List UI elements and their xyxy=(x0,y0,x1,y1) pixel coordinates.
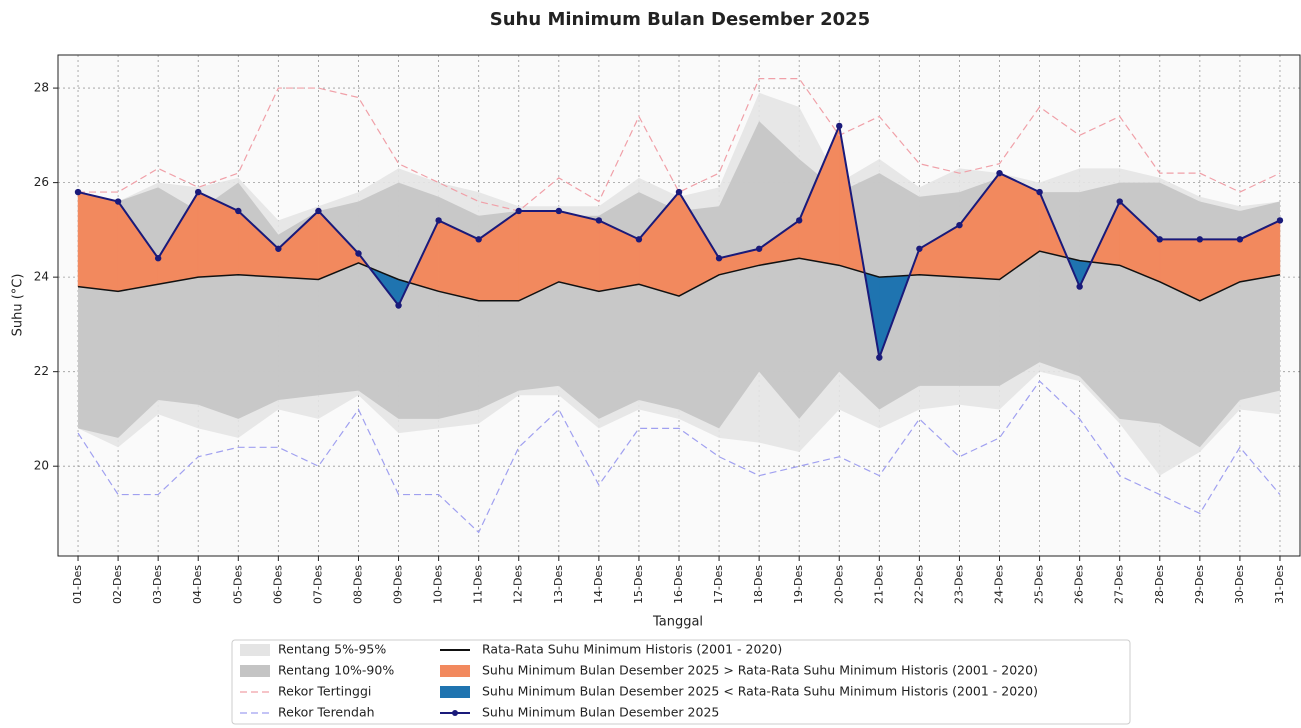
legend-swatch xyxy=(240,644,270,656)
y-tick-label: 24 xyxy=(34,270,49,284)
x-tick-label: 10-Des xyxy=(432,565,445,604)
legend-label: Rata-Rata Suhu Minimum Historis (2001 - … xyxy=(482,642,782,657)
x-tick-label: 11-Des xyxy=(472,565,485,604)
data-point xyxy=(355,250,362,257)
data-point xyxy=(1276,217,1284,224)
data-point xyxy=(635,236,643,243)
legend-box xyxy=(231,639,1131,725)
data-point xyxy=(1076,283,1083,290)
y-tick-label: 28 xyxy=(34,81,49,95)
data-point xyxy=(956,221,963,229)
y-axis-label: Suhu (°C) xyxy=(11,274,26,337)
legend-label: Suhu Minimum Bulan Desember 2025 > Rata-… xyxy=(482,663,1038,678)
x-tick-label: 17-Des xyxy=(712,565,725,604)
x-tick-label: 31-Des xyxy=(1273,565,1286,604)
data-point xyxy=(1116,198,1123,205)
data-point xyxy=(114,198,122,205)
x-tick-label: 21-Des xyxy=(872,565,885,604)
data-point xyxy=(1156,236,1163,243)
y-tick-label: 26 xyxy=(34,175,49,189)
legend-swatch xyxy=(440,686,470,698)
x-tick-label: 06-Des xyxy=(271,565,284,604)
x-tick-label: 25-Des xyxy=(1033,565,1046,604)
data-point xyxy=(395,302,402,309)
data-point xyxy=(195,188,202,196)
data-point xyxy=(595,217,603,224)
x-tick-label: 15-Des xyxy=(632,565,645,604)
legend-label: Suhu Minimum Bulan Desember 2025 < Rata-… xyxy=(482,684,1038,699)
data-point xyxy=(315,207,322,215)
data-point xyxy=(996,169,1003,177)
x-tick-label: 14-Des xyxy=(592,565,605,604)
data-point xyxy=(715,255,723,262)
x-tick-label: 03-Des xyxy=(151,565,164,604)
legend-label: Rekor Terendah xyxy=(278,705,375,720)
x-tick-label: 23-Des xyxy=(952,565,965,604)
legend-marker xyxy=(452,710,458,716)
x-tick-label: 20-Des xyxy=(832,565,845,604)
data-point xyxy=(275,245,282,252)
data-point xyxy=(675,188,683,196)
data-point xyxy=(795,217,803,224)
x-tick-label: 09-Des xyxy=(392,565,405,604)
data-point xyxy=(1036,188,1043,196)
x-tick-label: 26-Des xyxy=(1073,565,1086,604)
x-tick-label: 30-Des xyxy=(1233,565,1246,604)
data-point xyxy=(555,207,563,215)
data-point xyxy=(1236,236,1244,243)
x-tick-label: 02-Des xyxy=(111,565,124,604)
series-line xyxy=(77,380,1281,534)
x-tick-label: 13-Des xyxy=(552,565,565,604)
x-axis-label: Tanggal xyxy=(652,615,703,630)
data-point xyxy=(876,354,883,361)
legend-label: Rentang 5%-95% xyxy=(278,642,386,657)
x-tick-label: 22-Des xyxy=(912,565,925,604)
x-tick-label: 29-Des xyxy=(1193,565,1206,604)
series-line xyxy=(77,250,1281,302)
difference-fill xyxy=(77,191,119,292)
y-tick-label: 22 xyxy=(34,364,49,378)
x-tick-label: 07-Des xyxy=(311,565,324,604)
x-tick-label: 01-Des xyxy=(71,565,84,604)
data-point xyxy=(435,217,442,224)
x-tick-label: 08-Des xyxy=(351,565,364,604)
data-point xyxy=(1196,236,1204,243)
data-point xyxy=(836,122,843,130)
legend-swatch xyxy=(240,665,270,677)
chart-title: Suhu Minimum Bulan Desember 2025 xyxy=(490,9,870,30)
data-point xyxy=(154,255,162,262)
series-line xyxy=(78,78,1281,212)
x-tick-label: 27-Des xyxy=(1113,565,1126,604)
data-point xyxy=(475,236,482,243)
x-tick-label: 05-Des xyxy=(231,565,244,604)
legend-swatch xyxy=(440,665,470,677)
x-tick-label: 24-Des xyxy=(993,565,1006,604)
x-tick-label: 19-Des xyxy=(792,565,805,604)
x-tick-label: 18-Des xyxy=(752,565,765,604)
x-tick-label: 16-Des xyxy=(672,565,685,604)
x-tick-label: 28-Des xyxy=(1153,565,1166,604)
difference-fill xyxy=(558,210,600,292)
data-point xyxy=(515,207,522,215)
data-point xyxy=(755,245,763,252)
x-tick-label: 12-Des xyxy=(512,565,525,604)
legend-label: Suhu Minimum Bulan Desember 2025 xyxy=(482,705,719,720)
data-point xyxy=(235,207,242,215)
legend-label: Rentang 10%-90% xyxy=(278,663,394,678)
legend-label: Rekor Tertinggi xyxy=(278,684,371,699)
x-tick-label: 04-Des xyxy=(191,565,204,604)
data-point xyxy=(916,245,923,252)
y-tick-label: 20 xyxy=(34,459,49,473)
data-point xyxy=(74,188,82,196)
